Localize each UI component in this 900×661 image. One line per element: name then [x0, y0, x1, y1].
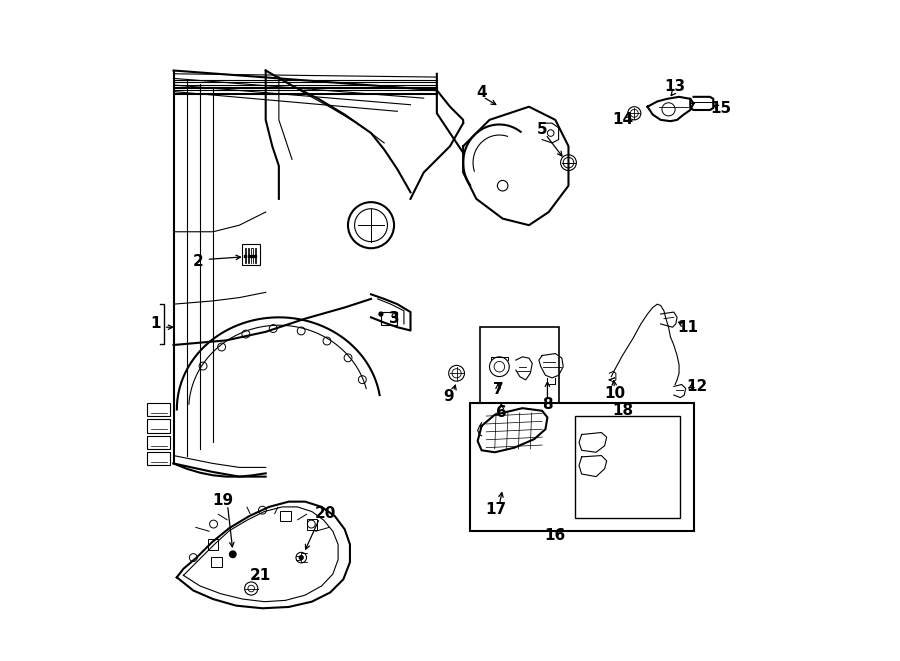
- Circle shape: [299, 555, 304, 561]
- Text: 13: 13: [664, 79, 686, 95]
- Bar: [307, 520, 317, 530]
- Bar: [212, 557, 221, 567]
- Text: 14: 14: [612, 112, 633, 128]
- Text: 21: 21: [250, 568, 271, 583]
- Text: 7: 7: [492, 382, 503, 397]
- Text: 9: 9: [444, 389, 454, 404]
- Bar: [148, 436, 170, 449]
- Text: 19: 19: [212, 493, 233, 508]
- Text: 4: 4: [476, 85, 487, 100]
- Text: 12: 12: [686, 379, 707, 394]
- Circle shape: [229, 551, 237, 559]
- Text: 5: 5: [536, 122, 547, 137]
- Bar: [381, 312, 397, 325]
- Text: 10: 10: [604, 385, 626, 401]
- Text: 8: 8: [542, 397, 553, 412]
- Bar: [148, 419, 170, 432]
- Text: 18: 18: [612, 403, 633, 418]
- Text: 15: 15: [711, 100, 732, 116]
- Bar: [148, 452, 170, 465]
- Bar: [470, 403, 694, 531]
- Bar: [280, 511, 291, 522]
- Text: 16: 16: [544, 528, 566, 543]
- Text: 20: 20: [314, 506, 336, 521]
- Text: 2: 2: [194, 254, 204, 269]
- Text: 1: 1: [150, 317, 160, 331]
- Circle shape: [378, 311, 383, 317]
- Bar: [480, 327, 559, 403]
- Bar: [575, 416, 680, 518]
- Text: 3: 3: [389, 311, 400, 326]
- Text: 11: 11: [678, 320, 698, 334]
- Bar: [208, 539, 219, 550]
- Text: 17: 17: [485, 502, 507, 517]
- Bar: [148, 403, 170, 416]
- Text: 6: 6: [496, 405, 507, 420]
